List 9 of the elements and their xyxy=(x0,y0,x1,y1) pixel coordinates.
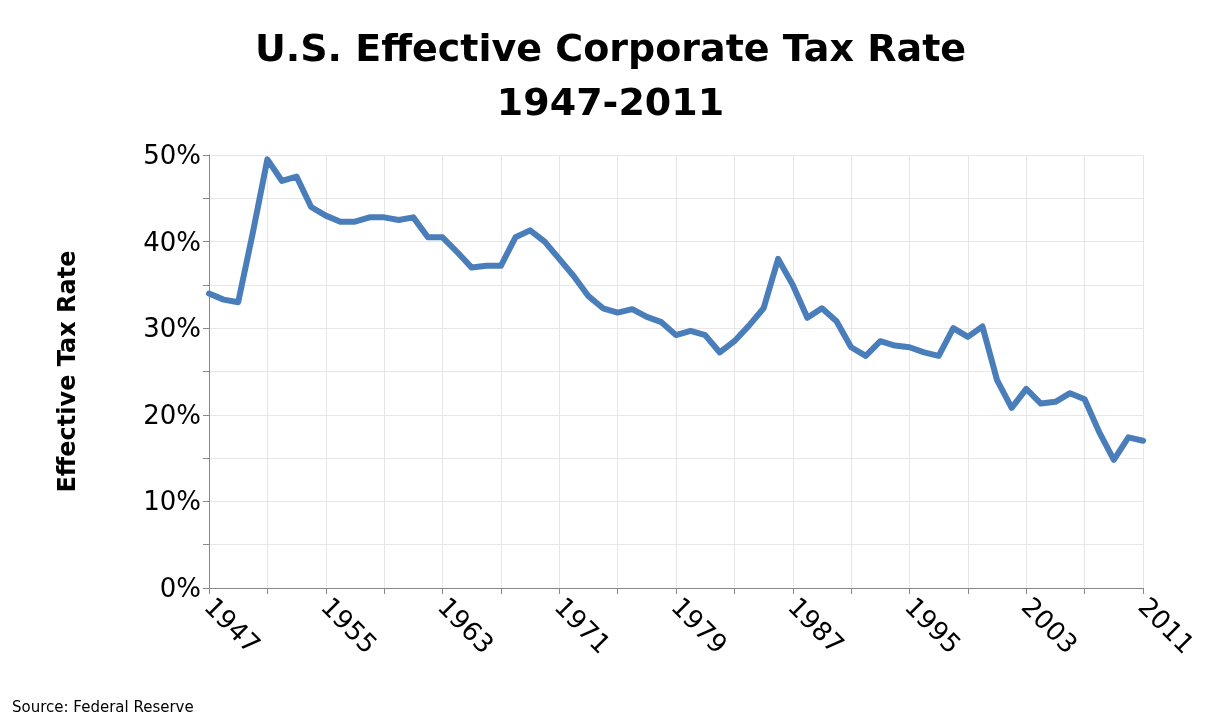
y-tick-label: 10% xyxy=(143,486,201,517)
source-note: Source: Federal Reserve xyxy=(12,697,194,716)
y-tick-label: 40% xyxy=(143,226,201,257)
y-tick-label: 50% xyxy=(143,140,201,170)
chart-title: U.S. Effective Corporate Tax Rate 1947-2011 xyxy=(254,26,967,124)
y-tick-label: 30% xyxy=(143,313,201,344)
y-axis-title: Effective Tax Rate xyxy=(53,250,81,493)
y-tick-label: 20% xyxy=(143,399,201,430)
y-tick-label: 0% xyxy=(159,573,201,603)
